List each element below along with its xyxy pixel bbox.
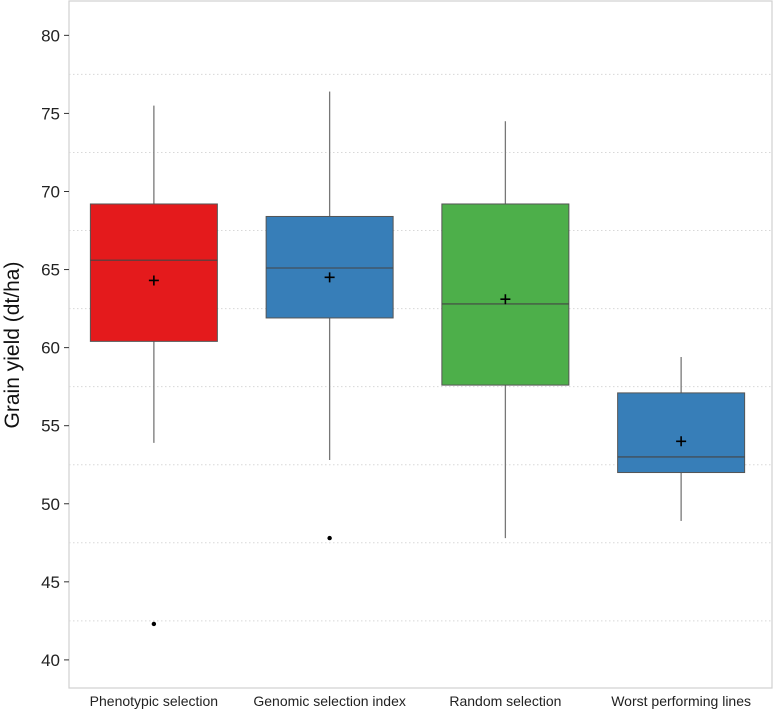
mean-marker — [500, 294, 511, 305]
plot-panel — [68, 0, 773, 689]
y-tick-label: 45 — [41, 573, 60, 592]
box — [265, 215, 394, 319]
y-tick-label: 40 — [41, 651, 60, 670]
y-tick-label: 80 — [41, 26, 60, 45]
mean-marker — [676, 436, 687, 447]
y-tick-label: 55 — [41, 417, 60, 436]
y-tick-label: 75 — [41, 104, 60, 123]
x-tick-label: Phenotypic selection — [90, 693, 218, 709]
y-tick-label: 70 — [41, 182, 60, 201]
outlier-point — [327, 535, 332, 541]
y-tick-label: 60 — [41, 339, 60, 358]
outlier-point — [151, 621, 157, 627]
x-tick-label: Worst performing lines — [611, 693, 751, 709]
box — [89, 203, 218, 342]
x-tick-label: Genomic selection index — [253, 693, 406, 709]
mean-marker — [324, 272, 335, 283]
y-axis-label: Grain yield (dt/ha) — [1, 262, 24, 429]
y-tick-label: 65 — [41, 261, 60, 280]
mean-marker — [148, 275, 159, 286]
x-tick-label: Random selection — [449, 693, 561, 709]
y-tick-label: 50 — [41, 495, 60, 514]
box — [617, 392, 746, 474]
